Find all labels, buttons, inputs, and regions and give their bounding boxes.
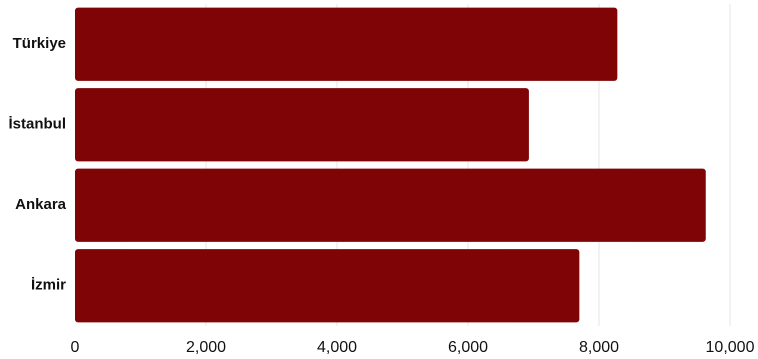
bar-1	[75, 88, 529, 162]
x-tick-label-4: 8,000	[579, 339, 619, 356]
x-tick-label-0: 0	[71, 339, 80, 356]
x-tick-label-5: 10,000	[706, 339, 755, 356]
bar-2	[75, 168, 706, 242]
category-label-3: İzmir	[31, 277, 66, 294]
bar-0	[75, 7, 618, 81]
bar-3	[75, 249, 580, 323]
x-tick-label-2: 4,000	[317, 339, 357, 356]
x-tick-label-1: 2,000	[186, 339, 226, 356]
bars	[75, 7, 706, 323]
x-axis-tick-labels: 0 2,000 4,000 6,000 8,000 10,000	[71, 339, 755, 356]
category-label-1: İstanbul	[8, 116, 66, 133]
category-labels: Türkiye İstanbul Ankara İzmir	[8, 35, 66, 294]
x-tick-label-3: 6,000	[448, 339, 488, 356]
category-label-2: Ankara	[15, 196, 67, 213]
category-label-0: Türkiye	[13, 35, 66, 52]
